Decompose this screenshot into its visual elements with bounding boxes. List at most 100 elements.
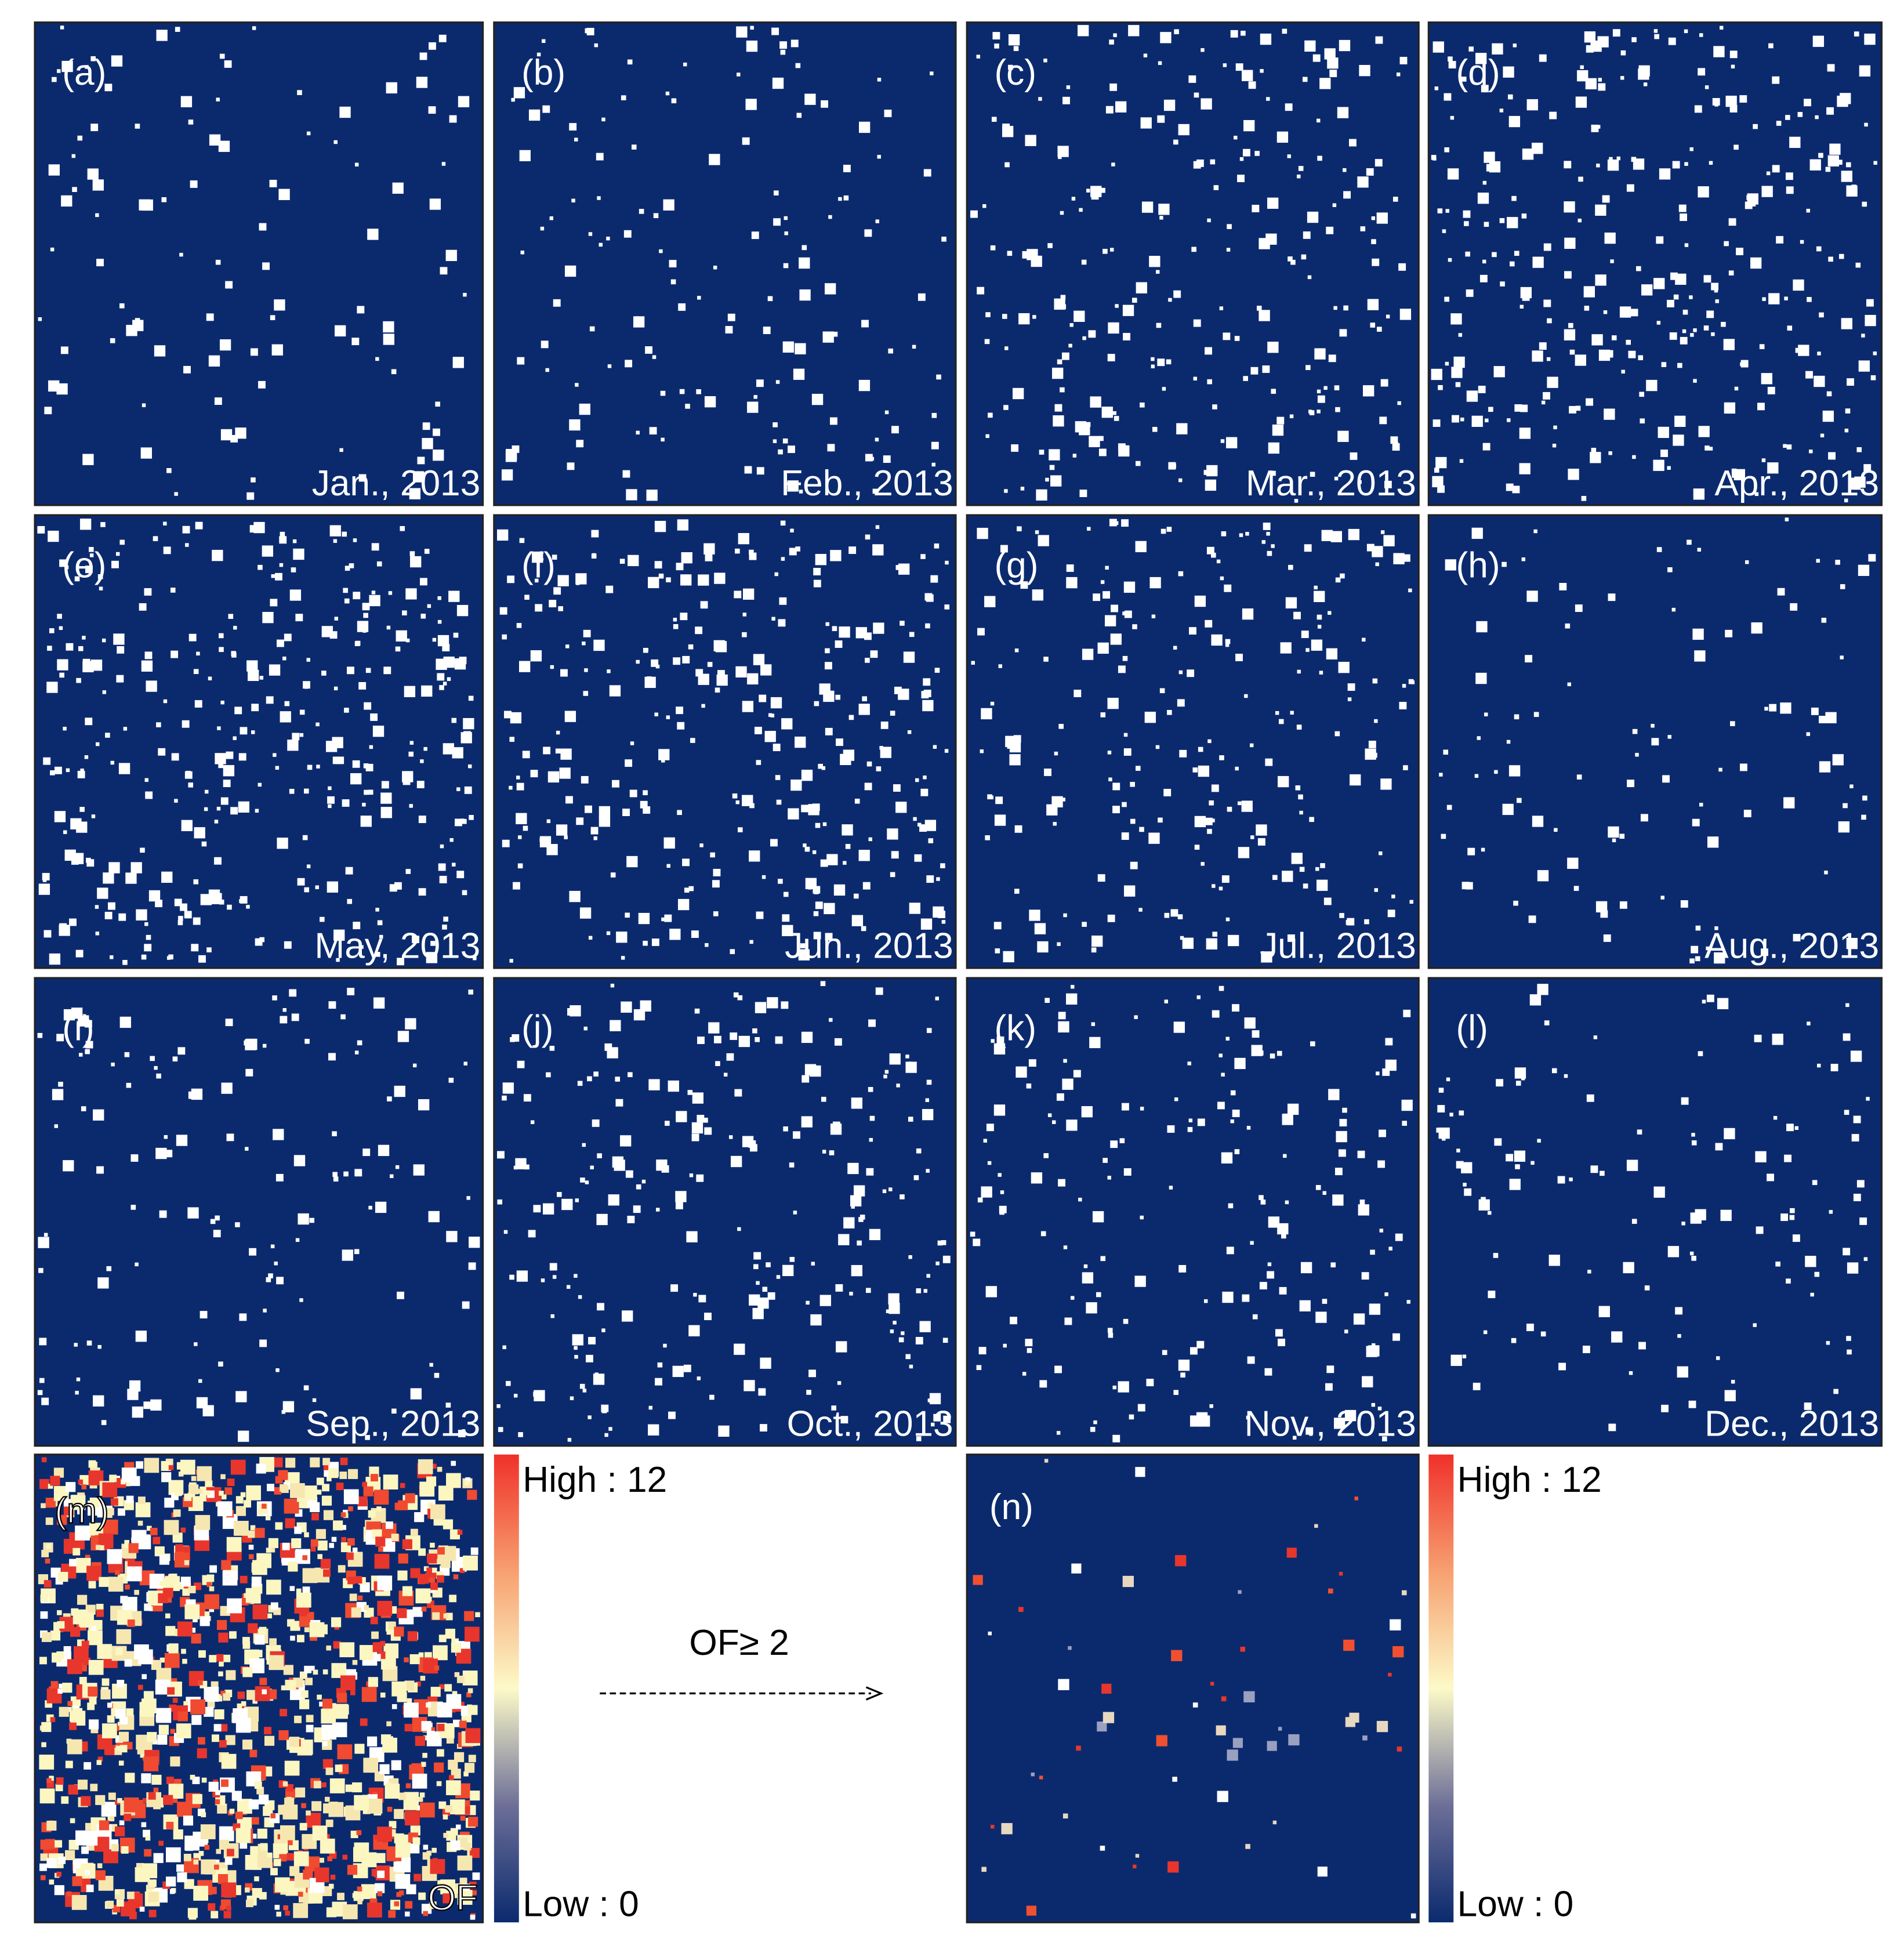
pixel — [869, 1137, 873, 1142]
pixel — [992, 32, 1000, 40]
pixel — [1446, 1077, 1450, 1082]
pixel — [626, 489, 637, 501]
pixel — [288, 1561, 298, 1572]
pixel — [39, 1755, 55, 1770]
pixel — [192, 1794, 202, 1804]
pixel — [174, 898, 182, 907]
pixel — [1027, 1348, 1032, 1353]
pixel — [1455, 382, 1461, 387]
pixel — [680, 574, 692, 586]
pixel — [365, 668, 371, 673]
pixel — [439, 1684, 444, 1690]
pixel — [145, 791, 153, 799]
pixel — [409, 551, 415, 556]
pixel — [666, 715, 670, 719]
pixel — [1009, 754, 1021, 766]
pixel — [1110, 248, 1114, 252]
pixel — [91, 814, 96, 818]
pixel — [933, 1414, 941, 1422]
pixel — [804, 846, 810, 852]
pixel — [89, 1697, 97, 1705]
pixel — [1105, 106, 1114, 114]
pixel — [226, 1133, 234, 1141]
pixel — [208, 676, 212, 680]
panel-letter: (f) — [521, 545, 556, 585]
pixel — [1167, 1861, 1179, 1873]
pixel — [337, 1693, 347, 1703]
pixel — [155, 1147, 167, 1159]
pixel — [1608, 451, 1612, 455]
pixel — [155, 900, 163, 908]
pixel — [1477, 193, 1489, 204]
pixel — [1816, 559, 1820, 563]
pixel — [1169, 1186, 1173, 1190]
pixel — [235, 1222, 240, 1227]
pixel — [1689, 1251, 1694, 1256]
pixel — [1402, 554, 1410, 562]
pixel — [843, 861, 847, 865]
pixel — [890, 711, 895, 716]
pixel — [795, 63, 801, 68]
pixel — [888, 1302, 900, 1314]
pixel — [502, 1082, 514, 1094]
pixel — [1718, 767, 1722, 772]
pixel — [177, 1047, 186, 1055]
pixel — [1328, 1089, 1340, 1100]
pixel — [188, 119, 194, 125]
pixel — [1580, 65, 1584, 70]
pixel — [1105, 566, 1109, 570]
pixel — [1361, 1272, 1369, 1280]
pixel — [854, 798, 860, 804]
pixel — [270, 599, 278, 607]
pixel — [610, 983, 615, 988]
pixel — [1264, 1368, 1272, 1376]
pixel — [343, 1489, 359, 1505]
pixel — [97, 1644, 113, 1659]
pixel — [734, 1343, 745, 1355]
pixel — [259, 223, 267, 231]
pixel — [198, 1650, 206, 1658]
pixel — [1164, 999, 1169, 1003]
pixel — [1226, 248, 1231, 252]
pixel — [317, 1540, 328, 1551]
pixel — [1402, 1121, 1407, 1126]
pixel — [638, 912, 650, 925]
pixel — [1335, 577, 1341, 583]
pixel — [172, 1698, 178, 1703]
pixel — [1060, 211, 1064, 215]
pixel — [230, 434, 238, 443]
pixel — [1814, 375, 1825, 387]
pixel — [431, 1847, 437, 1853]
pixel — [1265, 758, 1273, 766]
pixel — [76, 821, 88, 833]
pixel — [1575, 96, 1587, 108]
pixel — [1611, 1331, 1623, 1343]
pixel — [864, 229, 872, 237]
pixel — [63, 1646, 71, 1654]
pixel — [339, 448, 343, 452]
pixel — [821, 100, 828, 108]
panel-date: Apr., 2013 — [1714, 463, 1879, 503]
pixel — [1769, 704, 1777, 712]
pixel — [1206, 465, 1218, 477]
pixel — [1102, 249, 1108, 254]
pixel — [1321, 530, 1333, 541]
pixel — [1039, 450, 1045, 455]
pixel — [1603, 310, 1608, 314]
pixel — [1859, 65, 1871, 77]
pixel — [61, 60, 73, 73]
pixel — [1374, 719, 1378, 723]
pixel — [426, 1702, 431, 1708]
pixel — [934, 668, 940, 673]
pixel — [1320, 863, 1325, 868]
pixel — [1605, 350, 1613, 358]
pixel — [242, 1637, 250, 1645]
pixel — [1254, 151, 1260, 156]
pixel — [742, 613, 747, 617]
pixel — [919, 824, 927, 832]
pixel — [1110, 633, 1122, 645]
pixel — [265, 1515, 271, 1521]
pixel — [128, 1543, 139, 1553]
pixel — [154, 1066, 158, 1070]
pixel — [1323, 386, 1328, 390]
